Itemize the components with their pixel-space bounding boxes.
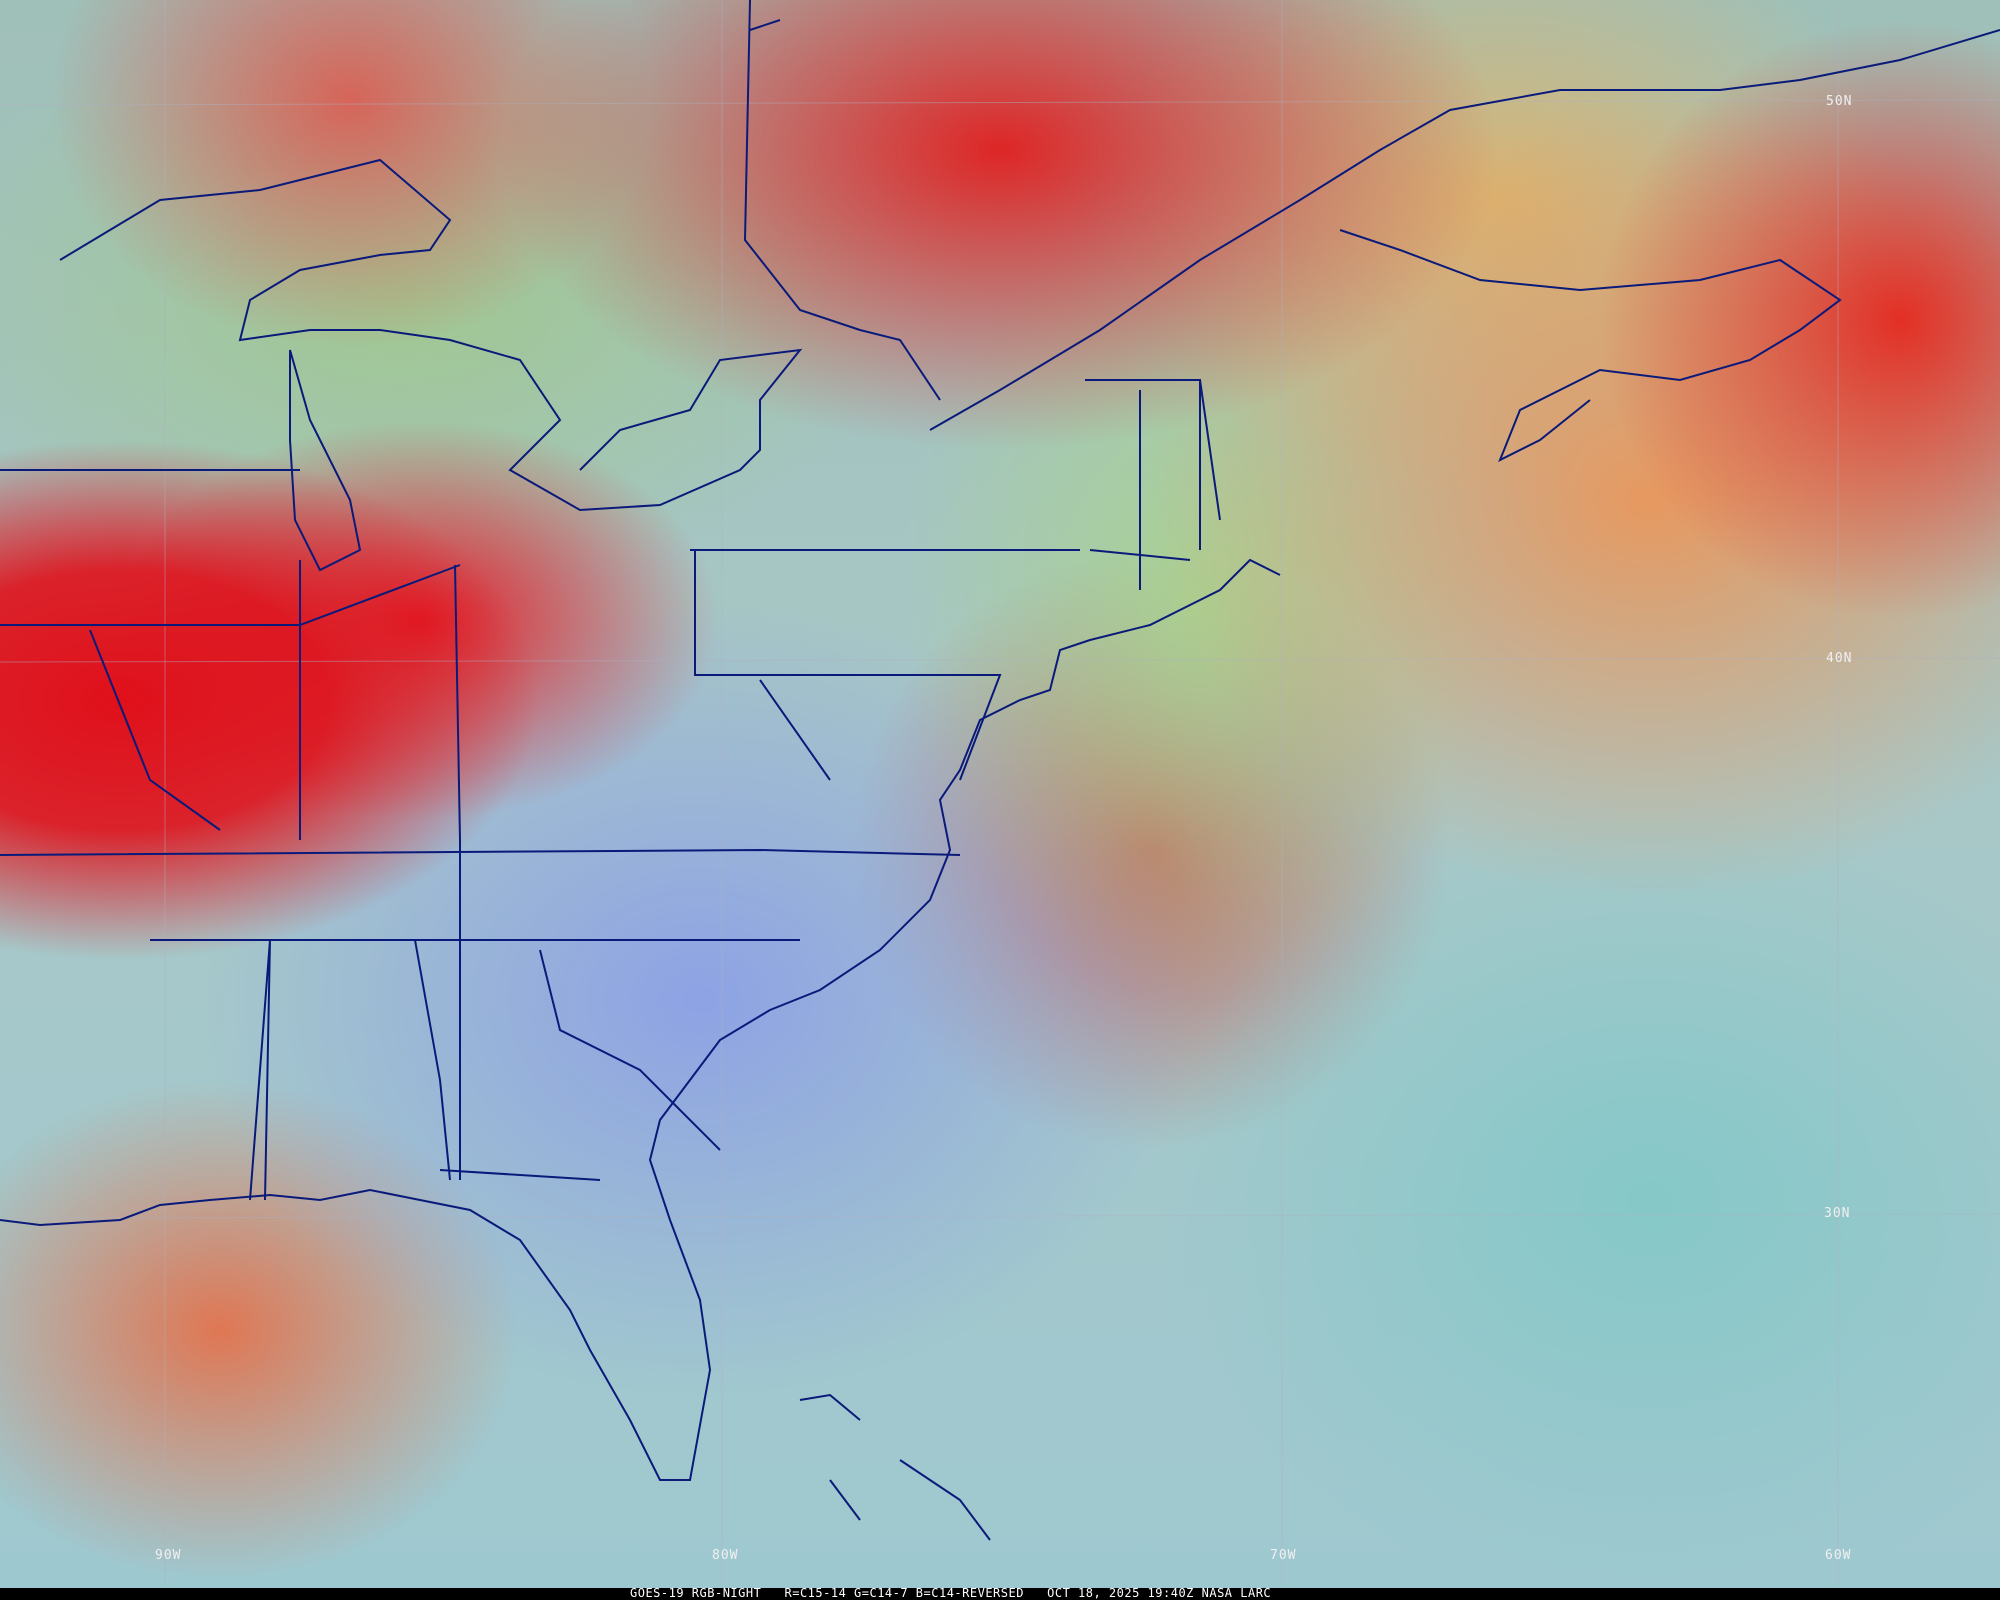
gridline-40n bbox=[0, 657, 2000, 663]
longitude-label-80w: 80W bbox=[712, 1548, 739, 1563]
latitude-label-50n: 50N bbox=[1826, 94, 1853, 109]
longitude-label-60w: 60W bbox=[1825, 1548, 1852, 1563]
caption-text: GOES-19 RGB-NIGHT R=C15-14 G=C14-7 B=C14… bbox=[630, 1586, 1272, 1600]
st-lawrence bbox=[929, 29, 2000, 463]
gridline-50n bbox=[0, 99, 2000, 106]
canada-border bbox=[743, 0, 941, 401]
florida-keys-bahamas bbox=[799, 1393, 991, 1541]
us-east-coast bbox=[0, 558, 1281, 1481]
longitude-label-70w: 70W bbox=[1270, 1548, 1297, 1563]
latitude-label-30n: 30N bbox=[1824, 1206, 1851, 1221]
gridline-30n bbox=[0, 1213, 2000, 1219]
state-borders bbox=[0, 379, 1221, 1201]
latitude-label-40n: 40N bbox=[1826, 651, 1853, 666]
longitude-label-90w: 90W bbox=[155, 1548, 182, 1563]
caption-bar: GOES-19 RGB-NIGHT R=C15-14 G=C14-7 B=C14… bbox=[0, 1586, 2000, 1600]
great-lakes bbox=[59, 158, 803, 572]
